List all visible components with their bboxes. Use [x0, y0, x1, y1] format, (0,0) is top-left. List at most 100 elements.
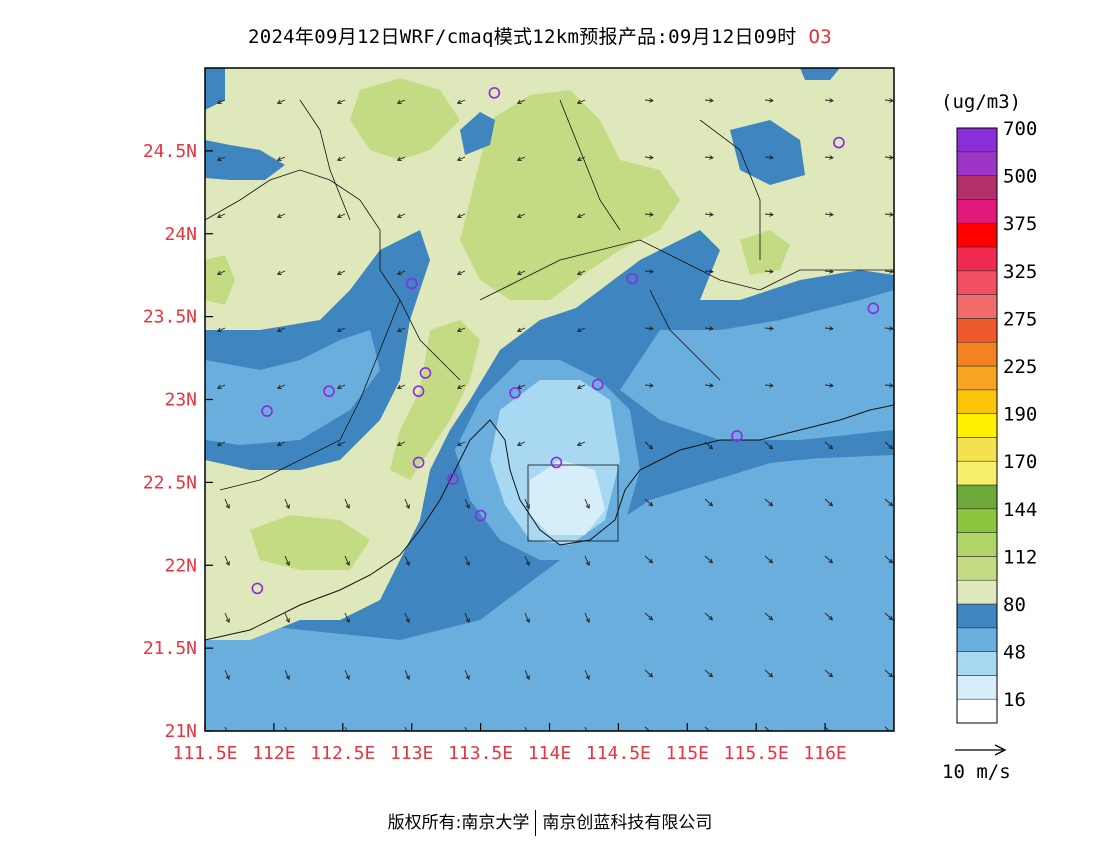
wind-arrowhead: [829, 155, 834, 160]
wind-arrow: [224, 555, 230, 566]
station-marker: [251, 582, 264, 595]
wind-arrow: [404, 555, 410, 566]
wind-arrowhead: [456, 213, 462, 219]
wind-arrowhead: [396, 99, 402, 105]
footer-separator: [535, 810, 537, 836]
wind-arrowhead: [828, 501, 834, 507]
wind-arrow: [397, 441, 406, 446]
colorbar-swatch: [956, 389, 998, 414]
wind-arrowhead: [516, 270, 522, 276]
wind-arrow: [404, 612, 410, 623]
colorbar-frame: [956, 127, 998, 724]
wind-arrowhead: [708, 615, 714, 621]
wind-arrowhead: [466, 732, 470, 736]
wind-arrow: [524, 612, 530, 623]
wind-arrowhead: [649, 269, 654, 274]
blue-patch-northwest: [205, 140, 285, 180]
colorbar-label: 112: [1003, 546, 1037, 568]
wind-arrow: [824, 384, 834, 387]
colorbar-label: 225: [1003, 356, 1037, 378]
wind-arrowhead: [276, 441, 282, 447]
wind-arrowhead: [216, 441, 222, 447]
wind-arrow: [764, 612, 773, 621]
wind-arrow: [577, 327, 586, 332]
green-band-center: [460, 90, 680, 300]
wind-arrow: [517, 156, 526, 161]
wind-arrow: [824, 327, 834, 330]
sea-mid-region: [205, 455, 894, 731]
wind-arrow: [577, 384, 586, 389]
wind-arrow: [337, 270, 346, 275]
wind-arrow: [577, 270, 586, 275]
wind-arrow: [517, 213, 526, 218]
wind-arrowhead: [216, 213, 222, 219]
wind-arrow: [764, 270, 774, 273]
colorbar-swatch: [956, 675, 998, 700]
x-tick-label: 113.5E: [448, 743, 513, 764]
wind-arrow: [457, 213, 466, 218]
station-marker: [833, 136, 845, 149]
wind-arrow: [644, 441, 653, 450]
x-tick-label: 114E: [528, 743, 571, 764]
wind-arrow: [404, 726, 408, 731]
wind-arrowhead: [828, 672, 834, 678]
wind-arrow: [224, 612, 230, 623]
y-tick-label: 23.5N: [143, 307, 197, 328]
y-tick-label: 24.5N: [143, 141, 197, 162]
wind-arrow: [824, 270, 834, 273]
colorbar-swatch: [956, 151, 998, 176]
wind-arrowhead: [456, 441, 462, 447]
colorbar-swatch: [956, 365, 998, 391]
wind-arrow: [824, 498, 833, 507]
wind-arrowhead: [516, 327, 522, 333]
copyright-right: 南京创蓝科技有限公司: [542, 813, 713, 833]
wind-arrowhead: [516, 156, 522, 162]
colorbar-swatch: [956, 460, 998, 486]
wind-arrowhead: [648, 501, 654, 507]
wind-arrowhead: [516, 441, 522, 447]
wind-arrowhead: [889, 212, 894, 217]
blue-ribbon-west-inner: [205, 330, 380, 445]
colorbar-swatch: [956, 341, 998, 367]
wind-arrow: [704, 498, 713, 507]
wind-arrowhead: [525, 504, 530, 509]
wind-arrow: [217, 213, 226, 218]
wind-arrow: [704, 669, 713, 678]
colorbar-swatch: [956, 532, 998, 557]
wind-arrow: [704, 213, 714, 216]
colorbar-swatch: [956, 127, 998, 153]
wind-arrow: [524, 498, 530, 509]
wind-arrowhead: [709, 383, 714, 388]
wind-arrowhead: [769, 155, 774, 160]
colorbar-label: 16: [1003, 689, 1026, 711]
colorbar-swatch: [956, 484, 998, 510]
wind-arrow: [704, 612, 713, 621]
wind-arrowhead: [345, 675, 350, 680]
wind-arrowhead: [576, 441, 582, 447]
station-marker: [261, 405, 273, 417]
wind-arrowhead: [709, 98, 714, 103]
wind-arrowhead: [889, 326, 894, 331]
colorbar-swatch: [956, 294, 998, 319]
colorbar-label: 325: [1003, 261, 1037, 283]
wind-arrowhead: [336, 270, 342, 276]
wind-arrowhead: [276, 384, 282, 390]
wind-arrow: [577, 441, 586, 446]
station-marker: [626, 272, 638, 285]
wind-arrow: [704, 156, 714, 159]
wind-arrow: [517, 270, 526, 275]
wind-arrow: [644, 156, 654, 159]
wind-arrow: [397, 99, 406, 104]
wind-arrow: [397, 327, 406, 332]
wind-arrowhead: [396, 327, 402, 333]
wind-arrow: [277, 441, 286, 446]
green-strip: [390, 320, 480, 480]
wind-arrow: [884, 270, 894, 273]
wind-arrow: [404, 669, 410, 680]
wind-arrowhead: [889, 383, 894, 388]
wind-arrow: [337, 156, 346, 161]
station-marker: [412, 456, 425, 469]
wind-arrow: [217, 99, 226, 104]
station-marker: [412, 385, 425, 398]
wind-arrow: [457, 441, 466, 446]
